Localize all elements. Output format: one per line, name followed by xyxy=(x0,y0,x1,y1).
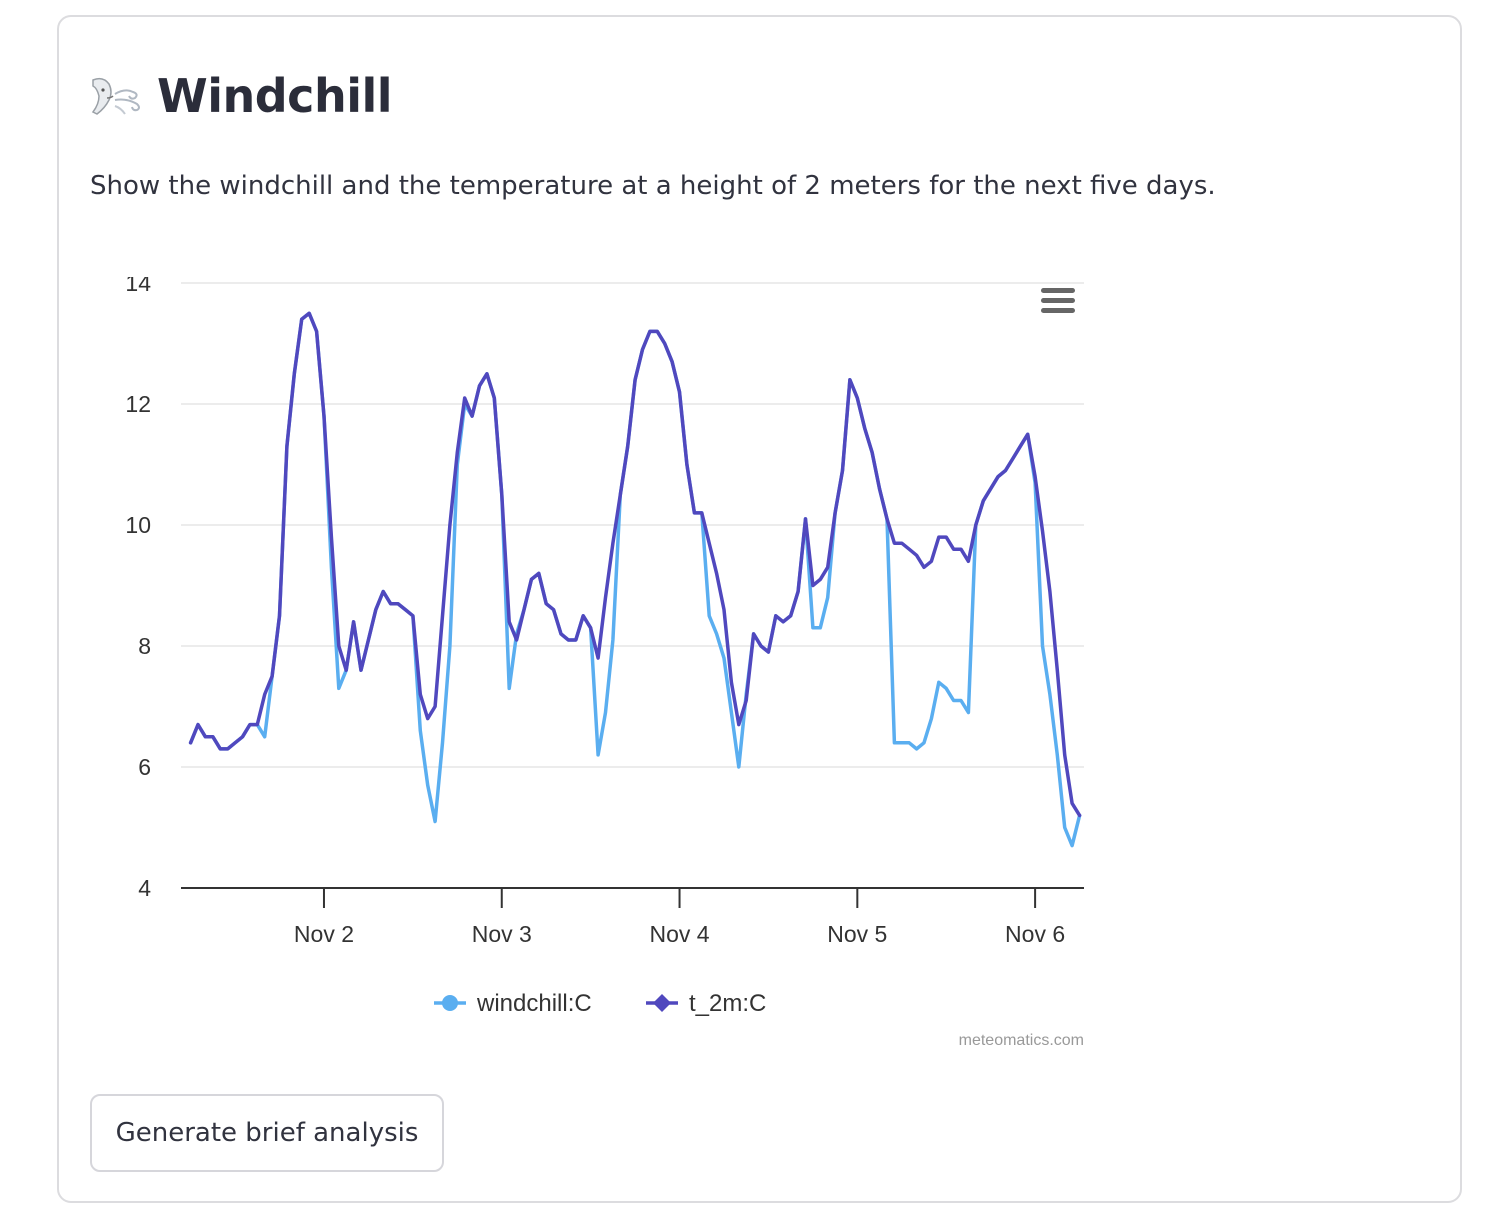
section-title: Windchill xyxy=(157,69,393,123)
y-tick-label: 14 xyxy=(125,277,151,296)
legend-diamond-marker xyxy=(653,994,671,1012)
chart-credit[interactable]: meteomatics.com xyxy=(959,1032,1084,1049)
x-tick-label: Nov 6 xyxy=(1005,921,1065,947)
section-description: Show the windchill and the temperature a… xyxy=(90,171,1216,201)
y-tick-label: 10 xyxy=(125,512,151,538)
legend-circle-marker xyxy=(442,995,458,1011)
x-tick-label: Nov 5 xyxy=(827,921,887,947)
chart-series xyxy=(188,311,1082,848)
y-tick-label: 4 xyxy=(138,875,151,901)
y-tick-label: 8 xyxy=(138,633,151,659)
series-line-t-2m[interactable] xyxy=(188,311,1082,818)
legend-item-t-2m[interactable]: t_2m:C xyxy=(646,990,766,1017)
y-tick-label: 12 xyxy=(125,391,151,417)
chart-legend[interactable]: windchill:C t_2m:C xyxy=(434,990,766,1017)
hamburger-menu-icon[interactable] xyxy=(1041,288,1075,313)
x-tick-label: Nov 2 xyxy=(294,921,354,947)
windchill-chart: 4 6 8 10 12 14 Nov 2 Nov 3 Nov 4 Nov 5 Nov 6 wind… xyxy=(125,277,1084,1049)
y-tick-label: 6 xyxy=(138,754,151,780)
legend-label: t_2m:C xyxy=(689,990,766,1017)
wind-face-icon xyxy=(91,77,140,115)
legend-label: windchill:C xyxy=(476,990,592,1017)
generate-analysis-button[interactable]: Generate brief analysis xyxy=(90,1094,444,1172)
x-axis: Nov 2 Nov 3 Nov 4 Nov 5 Nov 6 xyxy=(181,887,1084,947)
x-tick-label: Nov 3 xyxy=(472,921,532,947)
y-axis: 4 6 8 10 12 14 xyxy=(125,277,151,901)
legend-item-windchill[interactable]: windchill:C xyxy=(434,990,592,1017)
x-tick-label: Nov 4 xyxy=(649,921,709,947)
section-header: Windchill xyxy=(89,69,393,123)
windchill-card: Windchill Show the windchill and the tem… xyxy=(57,15,1462,1203)
